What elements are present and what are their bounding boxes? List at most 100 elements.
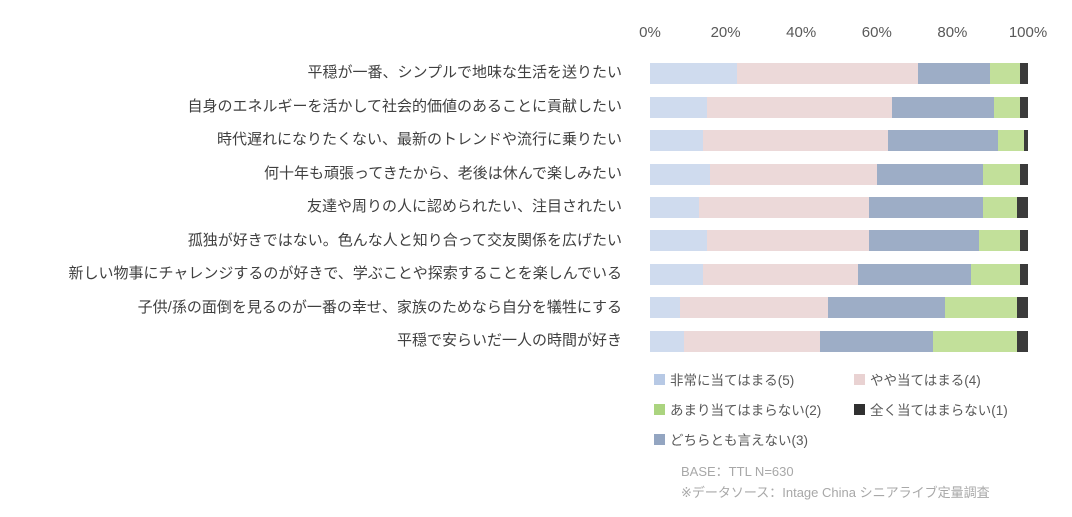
bar-track <box>650 263 1028 285</box>
category-label: 平穏で安らいだ一人の時間が好き <box>396 331 622 349</box>
bar-segment <box>710 163 877 185</box>
bar-segment <box>1016 297 1028 319</box>
legend-item: あまり当てはまらない(2) <box>654 399 854 419</box>
bar-segment <box>993 96 1021 118</box>
source-note: ※データソース：Intage China シニアライブ定量調査 <box>681 485 990 500</box>
legend-label: 全く当てはまらない(1) <box>870 403 1008 418</box>
bar-segment <box>650 263 703 285</box>
bar-segment <box>1020 263 1028 285</box>
bar-segment <box>702 130 889 152</box>
x-axis: 0% 20% 40% 60% 80% 100% <box>639 24 1047 44</box>
legend-label: どちらとも言えない(3) <box>670 433 808 448</box>
chart-row: 何十年も頑張ってきたから、老後は休んで楽しみたい <box>0 157 1028 190</box>
bar-track <box>650 130 1028 152</box>
bar-segment <box>650 130 703 152</box>
chart-row: 新しい物事にチャレンジするのが好きで、学ぶことや探索することを楽しんでいる <box>0 258 1028 291</box>
legend-item: 非常に当てはまる(5) <box>654 369 854 389</box>
chart-row: 平穏で安らいだ一人の時間が好き <box>0 325 1028 358</box>
legend-label: 非常に当てはまる(5) <box>670 373 795 388</box>
bar-segment <box>944 297 1017 319</box>
chart-row: 友達や周りの人に認められたい、注目されたい <box>0 191 1028 224</box>
bar-segment <box>933 330 1017 352</box>
bar-segment <box>1020 230 1028 252</box>
bar-segment <box>1020 63 1028 85</box>
bar-segment <box>869 196 983 218</box>
category-label: 平穏が一番、シンプルで地味な生活を送りたい <box>307 64 622 82</box>
bar-segment <box>1020 96 1028 118</box>
legend-marker <box>854 403 865 415</box>
bar-track <box>650 63 1028 85</box>
bar-segment <box>891 96 994 118</box>
bar-segment <box>736 63 919 85</box>
bar-segment <box>827 297 945 319</box>
bar-segment <box>684 330 821 352</box>
bar-track <box>650 230 1028 252</box>
bar-segment <box>857 263 972 285</box>
bar-segment <box>869 230 979 252</box>
category-label: 友達や周りの人に認められたい、注目されたい <box>306 198 622 216</box>
bar-segment <box>650 196 700 218</box>
category-label: 何十年も頑張ってきたから、老後は休んで楽しみたい <box>263 164 622 182</box>
bar-segment <box>1024 130 1028 152</box>
bar-segment <box>650 163 711 185</box>
bar-segment <box>978 230 1021 252</box>
bar-segment <box>650 297 681 319</box>
chart-rows: 平穏が一番、シンプルで地味な生活を送りたい自身のエネルギーを活かして社会的価値の… <box>0 57 1028 358</box>
bar-track <box>650 297 1028 319</box>
legend-label: あまり当てはまらない(2) <box>670 403 822 418</box>
bar-track <box>650 196 1028 218</box>
category-label: 子供/孫の面倒を見るのが一番の幸せ、家族のためなら自分を犠牲にする <box>137 298 622 316</box>
chart-row: 平穏が一番、シンプルで地味な生活を送りたい <box>0 57 1028 90</box>
legend-marker <box>654 433 665 445</box>
bar-segment <box>1016 330 1028 352</box>
bar-segment <box>997 130 1025 152</box>
bar-segment <box>650 230 707 252</box>
bar-segment <box>876 163 983 185</box>
legend-marker <box>854 373 865 385</box>
bar-segment <box>888 130 998 152</box>
bar-segment <box>706 96 892 118</box>
legend-marker <box>654 373 665 385</box>
bar-segment <box>702 263 858 285</box>
x-axis-tick-label: 60% <box>861 24 892 41</box>
category-label: 新しい物事にチャレンジするのが好きで、学ぶことや探索することを楽しんでいる <box>68 265 622 283</box>
bar-track <box>650 163 1028 185</box>
category-label: 孤独が好きではない。色んな人と知り合って交友関係を広げたい <box>187 231 622 249</box>
x-axis-tick-label: 0% <box>639 24 661 41</box>
chart-row: 子供/孫の面倒を見るのが一番の幸せ、家族のためなら自分を犠牲にする <box>0 291 1028 324</box>
x-axis-tick-label: 100% <box>1008 24 1048 41</box>
bar-segment <box>650 63 737 85</box>
bar-segment <box>680 297 828 319</box>
bar-segment <box>918 63 991 85</box>
legend-item: やや当てはまる(4) <box>854 369 1008 389</box>
bar-segment <box>971 263 1021 285</box>
bar-segment <box>982 163 1021 185</box>
bar-segment <box>982 196 1017 218</box>
x-axis-tick-label: 80% <box>937 24 968 41</box>
bar-segment <box>650 96 707 118</box>
legend-item: 全く当てはまらない(1) <box>854 399 1008 419</box>
x-axis-tick-label: 20% <box>710 24 741 41</box>
category-label: 時代遅れになりたくない、最新のトレンドや流行に乗りたい <box>216 131 622 149</box>
legend: 非常に当てはまる(5) やや当てはまる(4) あまり当てはまらない(2) 全く当てはま… <box>654 369 1008 449</box>
bar-segment <box>706 230 870 252</box>
x-axis-tick-label: 40% <box>786 24 817 41</box>
bar-segment <box>1020 163 1028 185</box>
legend-marker <box>654 403 665 415</box>
base-note: BASE：TTL N=630 <box>681 464 794 479</box>
footer: BASE：TTL N=630 ※データソース：Intage China シニアラ… <box>681 461 990 503</box>
chart-row: 自身のエネルギーを活かして社会的価値のあることに貢献したい <box>0 90 1028 123</box>
bar-segment <box>699 196 870 218</box>
bar-segment <box>650 330 685 352</box>
bar-track <box>650 96 1028 118</box>
category-label: 自身のエネルギーを活かして社会的価値のあることに貢献したい <box>187 97 622 115</box>
bar-segment <box>820 330 934 352</box>
bar-segment <box>1016 196 1028 218</box>
chart-row: 時代遅れになりたくない、最新のトレンドや流行に乗りたい <box>0 124 1028 157</box>
chart-row: 孤独が好きではない。色んな人と知り合って交友関係を広げたい <box>0 224 1028 257</box>
bar-track <box>650 330 1028 352</box>
bar-segment <box>990 63 1021 85</box>
legend-label: やや当てはまる(4) <box>870 373 981 388</box>
legend-item: どちらとも言えない(3) <box>654 429 854 449</box>
